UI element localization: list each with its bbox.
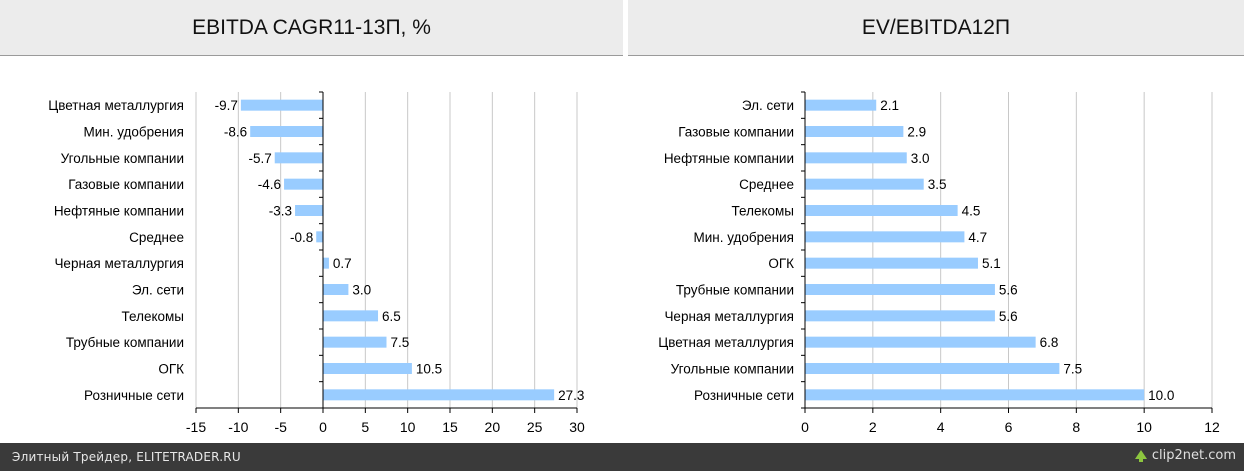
chart1-bar (284, 178, 323, 190)
chart1-x-tick-label: 15 (442, 419, 458, 435)
chart2-category-label: Эл. сети (742, 98, 794, 113)
chart2-bar (805, 310, 995, 322)
chart1-bar (316, 231, 323, 243)
chart1-bar (323, 257, 329, 269)
chart2-data-label: 5.6 (999, 283, 1018, 298)
chart1-bar (274, 152, 323, 164)
chart2-data-label: 2.1 (880, 98, 899, 113)
clip2net-logo-icon (1134, 449, 1147, 462)
chart2-category-label: ОГК (768, 256, 794, 271)
chart1-data-label: 10.5 (416, 362, 442, 377)
chart1-category-label: Газовые компании (68, 177, 184, 192)
chart2-category-label: Черная металлургия (664, 309, 794, 324)
chart2-data-label: 4.7 (968, 230, 987, 245)
chart2-category-label: Трубные компании (676, 283, 794, 298)
chart1-bar (323, 284, 349, 295)
watermark-text: clip2net.com (1151, 448, 1236, 463)
chart1-data-label: -0.8 (290, 230, 313, 245)
chart2-data-label: 3.0 (911, 151, 930, 166)
chart2-bar (805, 284, 995, 295)
chart2-bar (805, 231, 965, 243)
left-chart-title: EBITDA CAGR11-13П, % (0, 0, 623, 56)
chart2-data-label: 5.6 (999, 309, 1018, 324)
chart1-x-tick-label: 10 (400, 419, 416, 435)
chart2-data-label: 5.1 (982, 256, 1001, 271)
chart2-x-tick-label: 8 (1072, 419, 1080, 435)
chart2-x-tick-label: 4 (937, 419, 945, 435)
chart1-category-label: Цветная металлургия (48, 98, 184, 113)
chart2-bar (805, 178, 924, 190)
chart1-x-tick-label: 25 (527, 419, 543, 435)
chart2-bar (805, 363, 1060, 374)
footer-bar: Элитный Трейдер, ELITETRADER.RU clip2net… (0, 443, 1244, 471)
chart2-bar (805, 126, 904, 137)
chart2-bar (805, 152, 907, 164)
chart1-x-tick-label: -15 (186, 419, 206, 435)
chart1-bar (323, 389, 555, 401)
chart1-data-label: -9.7 (215, 98, 238, 113)
clip2net-badge: clip2net.com (1134, 448, 1236, 463)
chart1-data-label: -8.6 (224, 125, 247, 140)
chart2-x-tick-label: 6 (1005, 419, 1013, 435)
chart1-x-tick-label: -10 (228, 419, 248, 435)
chart1-category-label: Телекомы (122, 309, 184, 324)
chart2-category-label: Среднее (739, 177, 794, 192)
chart2-data-label: 3.5 (928, 177, 947, 192)
chart1-data-label: 3.0 (352, 283, 371, 298)
chart1-data-label: 0.7 (333, 256, 352, 271)
chart1-category-label: Эл. сети (132, 283, 184, 298)
chart2-data-label: 4.5 (962, 204, 981, 219)
chart1-category-label: Черная металлургия (54, 256, 184, 271)
chart2-bar (805, 99, 877, 111)
chart1-category-label: Нефтяные компании (54, 204, 184, 219)
chart1-data-label: -4.6 (258, 177, 281, 192)
chart1-x-tick-label: 20 (485, 419, 501, 435)
chart2-data-label: 6.8 (1040, 335, 1059, 350)
chart2-x-tick-label: 12 (1204, 419, 1220, 435)
chart2-category-label: Розничные сети (694, 388, 794, 403)
chart2-x-tick-label: 2 (869, 419, 877, 435)
chart2-category-label: Угольные компании (671, 362, 794, 377)
chart1-x-tick-label: 5 (361, 419, 369, 435)
chart1-bar (295, 205, 323, 216)
chart2-bar (805, 336, 1036, 348)
chart2-category-label: Газовые компании (678, 125, 794, 140)
chart2-category-label: Телекомы (732, 204, 794, 219)
chart1-category-label: Трубные компании (66, 335, 184, 350)
chart2-x-tick-label: 0 (801, 419, 809, 435)
chart2-bar (805, 205, 958, 216)
title-divider (623, 0, 628, 55)
chart2-category-label: Мин. удобрения (694, 230, 795, 245)
chart2-data-label: 2.9 (907, 125, 926, 140)
chart1-data-label: 7.5 (391, 335, 410, 350)
chart1-x-tick-label: 30 (569, 419, 585, 435)
chart2-category-label: Цветная металлургия (658, 335, 794, 350)
chart1-bar (323, 336, 387, 348)
chart1-data-label: -5.7 (248, 151, 271, 166)
footer-credit: Элитный Трейдер, ELITETRADER.RU (12, 450, 241, 464)
chart1-bar (323, 363, 412, 374)
chart1-category-label: Розничные сети (84, 388, 184, 403)
chart1-category-label: ОГК (158, 362, 184, 377)
chart1-bar (323, 310, 379, 322)
chart2-data-label: 7.5 (1063, 362, 1082, 377)
chart1-x-tick-label: -5 (274, 419, 287, 435)
chart1-bar (250, 126, 323, 137)
right-chart-title: EV/EBITDA12П (628, 0, 1244, 56)
chart1-category-label: Угольные компании (61, 151, 184, 166)
chart2-category-label: Нефтяные компании (664, 151, 794, 166)
chart1-bar (240, 99, 323, 111)
chart2-bar (805, 389, 1145, 401)
chart1-data-label: 27.3 (558, 388, 584, 403)
chart2-bar (805, 257, 978, 269)
chart1-data-label: 6.5 (382, 309, 401, 324)
chart1-data-label: -3.3 (269, 204, 292, 219)
chart2-x-tick-label: 10 (1136, 419, 1152, 435)
chart1-category-label: Мин. удобрения (84, 125, 185, 140)
chart2-data-label: 10.0 (1148, 388, 1174, 403)
chart1-x-tick-label: 0 (319, 419, 327, 435)
chart1-category-label: Среднее (129, 230, 184, 245)
